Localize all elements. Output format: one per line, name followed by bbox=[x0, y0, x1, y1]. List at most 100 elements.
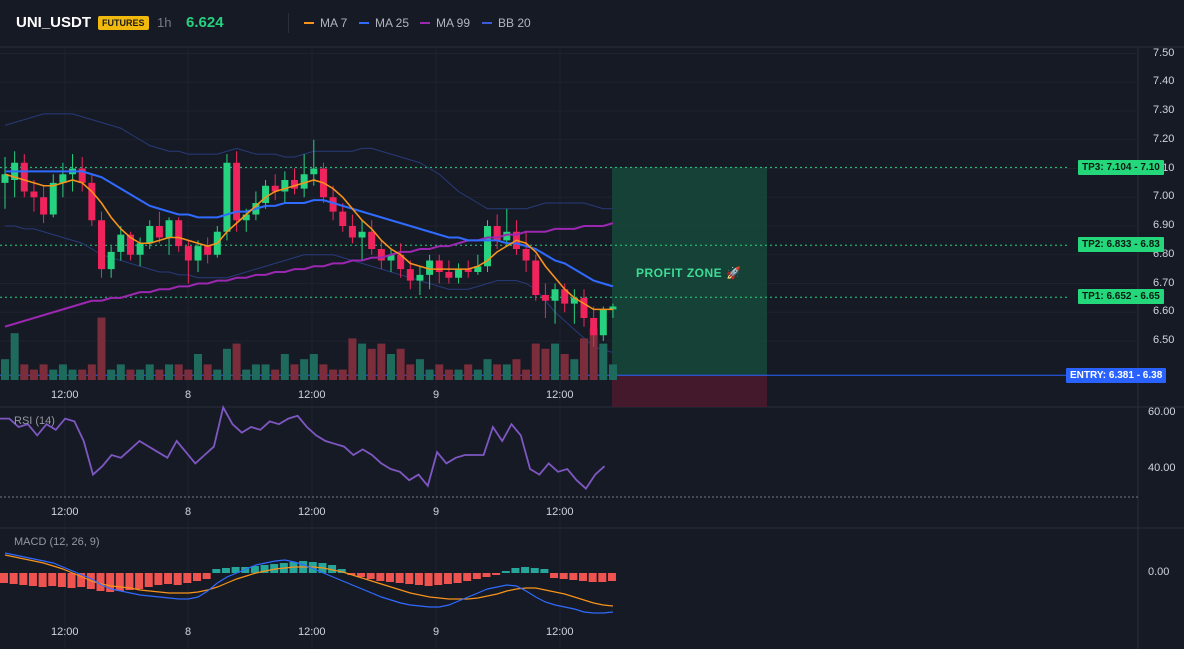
macd-histogram-bar bbox=[521, 567, 530, 573]
candle-body bbox=[194, 246, 202, 261]
time-axis-label: 12:00 bbox=[298, 626, 326, 638]
volume-bar bbox=[570, 359, 579, 380]
candle-body bbox=[416, 274, 424, 281]
volume-bar bbox=[435, 364, 444, 380]
macd-histogram-bar bbox=[366, 573, 375, 579]
macd-histogram-bar bbox=[28, 573, 37, 586]
timeframe-label[interactable]: 1h bbox=[157, 15, 172, 30]
macd-histogram-bar bbox=[511, 568, 520, 573]
volume-bar bbox=[1, 359, 9, 380]
volume-bar bbox=[39, 364, 48, 380]
macd-histogram-bar bbox=[405, 573, 414, 584]
volume-bar bbox=[174, 364, 183, 380]
volume-bar bbox=[608, 364, 617, 380]
volume-bar bbox=[97, 317, 106, 380]
macd-histogram-bar bbox=[347, 573, 356, 575]
candle-body bbox=[136, 243, 144, 255]
macd-histogram-bar bbox=[559, 573, 568, 579]
macd-histogram-bar bbox=[540, 569, 549, 573]
macd-title[interactable]: MACD (12, 26, 9) bbox=[14, 536, 100, 548]
macd-histogram-bar bbox=[9, 573, 18, 584]
volume-bar bbox=[145, 364, 154, 380]
volume-bar bbox=[377, 343, 386, 380]
macd-histogram-bar bbox=[386, 573, 394, 582]
time-axis-label: 8 bbox=[185, 389, 192, 401]
macd-histogram-bar bbox=[260, 565, 269, 573]
volume-bar bbox=[406, 364, 415, 380]
volume-bar bbox=[271, 369, 280, 380]
price-axis-label: 7.20 bbox=[1153, 132, 1175, 145]
macd-histogram-bar bbox=[125, 573, 134, 590]
candle-body bbox=[59, 174, 67, 183]
chart-header: UNI_USDT FUTURES 1h 6.624 MA 7 MA 25 MA … bbox=[0, 0, 1184, 46]
macd-histogram-bar bbox=[212, 569, 221, 573]
legend-ma99[interactable]: MA 99 bbox=[420, 16, 470, 30]
candle-body bbox=[49, 182, 57, 215]
volume-bar bbox=[78, 369, 87, 380]
symbol-name[interactable]: UNI_USDT bbox=[16, 14, 92, 31]
volume-bar bbox=[551, 343, 560, 380]
macd-histogram-bar bbox=[569, 573, 578, 580]
volume-bar bbox=[126, 369, 135, 380]
macd-histogram-bar bbox=[443, 573, 452, 584]
rsi-title[interactable]: RSI (14) bbox=[14, 415, 55, 427]
price-axis-label: 6.90 bbox=[1153, 219, 1175, 231]
macd-histogram-bar bbox=[424, 573, 433, 586]
candle-body bbox=[484, 226, 491, 267]
candle-body bbox=[522, 249, 530, 261]
volume-bar bbox=[87, 364, 96, 380]
candle-body bbox=[377, 249, 385, 261]
volume-bar bbox=[280, 354, 289, 380]
macd-histogram-bar bbox=[48, 573, 57, 586]
legend-ma7[interactable]: MA 7 bbox=[304, 16, 347, 30]
time-axis-label: 12:00 bbox=[546, 506, 574, 518]
volume-bar bbox=[454, 369, 463, 380]
time-axis-label: 12:00 bbox=[51, 389, 79, 401]
price-axis-label: 6.70 bbox=[1153, 276, 1175, 289]
macd-histogram-bar bbox=[115, 573, 124, 591]
candle-body bbox=[175, 220, 183, 247]
price-axis-label: 7.50 bbox=[1153, 46, 1175, 59]
volume-bar bbox=[425, 369, 434, 380]
volume-bar bbox=[107, 369, 116, 380]
legend-bb20-label: BB 20 bbox=[498, 16, 531, 30]
volume-bar bbox=[415, 359, 424, 380]
macd-histogram-bar bbox=[0, 573, 8, 583]
volume-bar bbox=[213, 369, 222, 380]
volume-bar bbox=[155, 369, 164, 380]
legend-ma7-swatch bbox=[304, 22, 314, 24]
time-axis-label: 12:00 bbox=[298, 389, 326, 401]
legend-bb20[interactable]: BB 20 bbox=[482, 16, 531, 30]
volume-bar bbox=[184, 369, 193, 380]
volume-bar bbox=[358, 343, 367, 380]
time-axis-label: 8 bbox=[185, 506, 192, 518]
candle-body bbox=[233, 162, 241, 221]
price-axis-label: 7.30 bbox=[1153, 104, 1175, 116]
candle-body bbox=[310, 168, 318, 175]
macd-histogram-bar bbox=[357, 573, 366, 577]
volume-bar bbox=[589, 328, 598, 380]
price-axis-label: 7.40 bbox=[1153, 75, 1175, 88]
candle-body bbox=[107, 251, 115, 270]
volume-bar bbox=[483, 359, 492, 380]
candle-body bbox=[126, 234, 134, 255]
time-axis-label: 9 bbox=[433, 626, 440, 638]
time-axis-label: 8 bbox=[185, 626, 192, 638]
volume-bar bbox=[512, 359, 521, 380]
volume-bar bbox=[10, 333, 19, 380]
macd-histogram-bar bbox=[164, 573, 173, 584]
macd-histogram-bar bbox=[395, 573, 404, 583]
volume-bar bbox=[49, 369, 58, 380]
volume-bar bbox=[261, 364, 270, 380]
volume-bar bbox=[251, 364, 260, 380]
volume-bar bbox=[68, 369, 77, 380]
macd-histogram-bar bbox=[328, 565, 337, 573]
legend-ma25[interactable]: MA 25 bbox=[359, 16, 409, 30]
price-axis-label: 6.50 bbox=[1153, 334, 1175, 346]
candle-body bbox=[599, 309, 607, 336]
macd-histogram-bar bbox=[154, 573, 163, 585]
bb-lower-line bbox=[5, 225, 614, 353]
candle-body bbox=[98, 220, 105, 270]
macd-histogram-bar bbox=[270, 564, 279, 573]
